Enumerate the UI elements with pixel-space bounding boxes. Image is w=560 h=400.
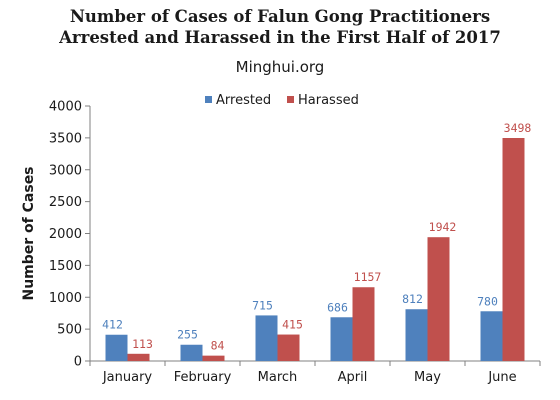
data-label-harassed: 3498: [504, 121, 532, 135]
x-tick-label: April: [338, 370, 368, 385]
bar-harassed: [277, 334, 300, 361]
legend-label-arrested: Arrested: [216, 93, 271, 108]
bar-arrested: [105, 334, 128, 361]
bar-harassed: [427, 237, 450, 361]
legend-swatch-harassed: [287, 96, 294, 103]
data-label-harassed: 415: [282, 318, 303, 332]
y-tick-label: 2500: [49, 195, 82, 210]
data-label-harassed: 1942: [429, 220, 457, 234]
chart-title-line-2: Arrested and Harassed in the First Half …: [59, 28, 501, 47]
data-label-harassed: 1157: [354, 270, 382, 284]
x-tick-label: February: [174, 370, 232, 385]
data-label-harassed: 84: [211, 339, 225, 353]
chart-title-line-1: Number of Cases of Falun Gong Practition…: [69, 7, 491, 26]
x-tick-label: March: [258, 370, 298, 385]
bar-arrested: [405, 309, 428, 361]
data-label-harassed: 113: [132, 337, 153, 351]
legend-label-harassed: Harassed: [298, 93, 359, 108]
data-label-arrested: 812: [402, 292, 423, 306]
y-tick-label: 3500: [49, 131, 82, 146]
bar-arrested: [255, 315, 278, 361]
bar-harassed: [127, 353, 150, 361]
bar-arrested: [480, 311, 503, 361]
x-tick-label: May: [414, 370, 441, 385]
y-tick-label: 0: [74, 355, 82, 370]
data-label-arrested: 686: [327, 300, 348, 314]
data-label-arrested: 780: [477, 294, 498, 308]
y-tick-label: 1500: [49, 259, 82, 274]
bar-harassed: [352, 287, 375, 361]
bar-arrested: [180, 344, 203, 361]
data-label-arrested: 715: [252, 298, 273, 312]
bar-harassed: [502, 138, 525, 361]
chart-title: Number of Cases of Falun Gong Practition…: [0, 6, 560, 48]
bar-arrested: [330, 317, 353, 361]
data-label-arrested: 412: [102, 318, 123, 332]
y-tick-label: 2000: [49, 227, 82, 242]
y-tick-label: 500: [57, 323, 82, 338]
y-tick-label: 1000: [49, 291, 82, 306]
chart-subtitle: Minghui.org: [235, 58, 325, 76]
legend-swatch-arrested: [205, 96, 212, 103]
x-tick-label: January: [102, 370, 153, 385]
data-label-arrested: 255: [177, 328, 198, 342]
x-tick-label: June: [487, 370, 516, 385]
bar-harassed: [202, 355, 225, 361]
y-tick-label: 4000: [49, 100, 82, 115]
y-tick-label: 3000: [49, 163, 82, 178]
y-axis-label: Number of Cases: [21, 166, 37, 300]
